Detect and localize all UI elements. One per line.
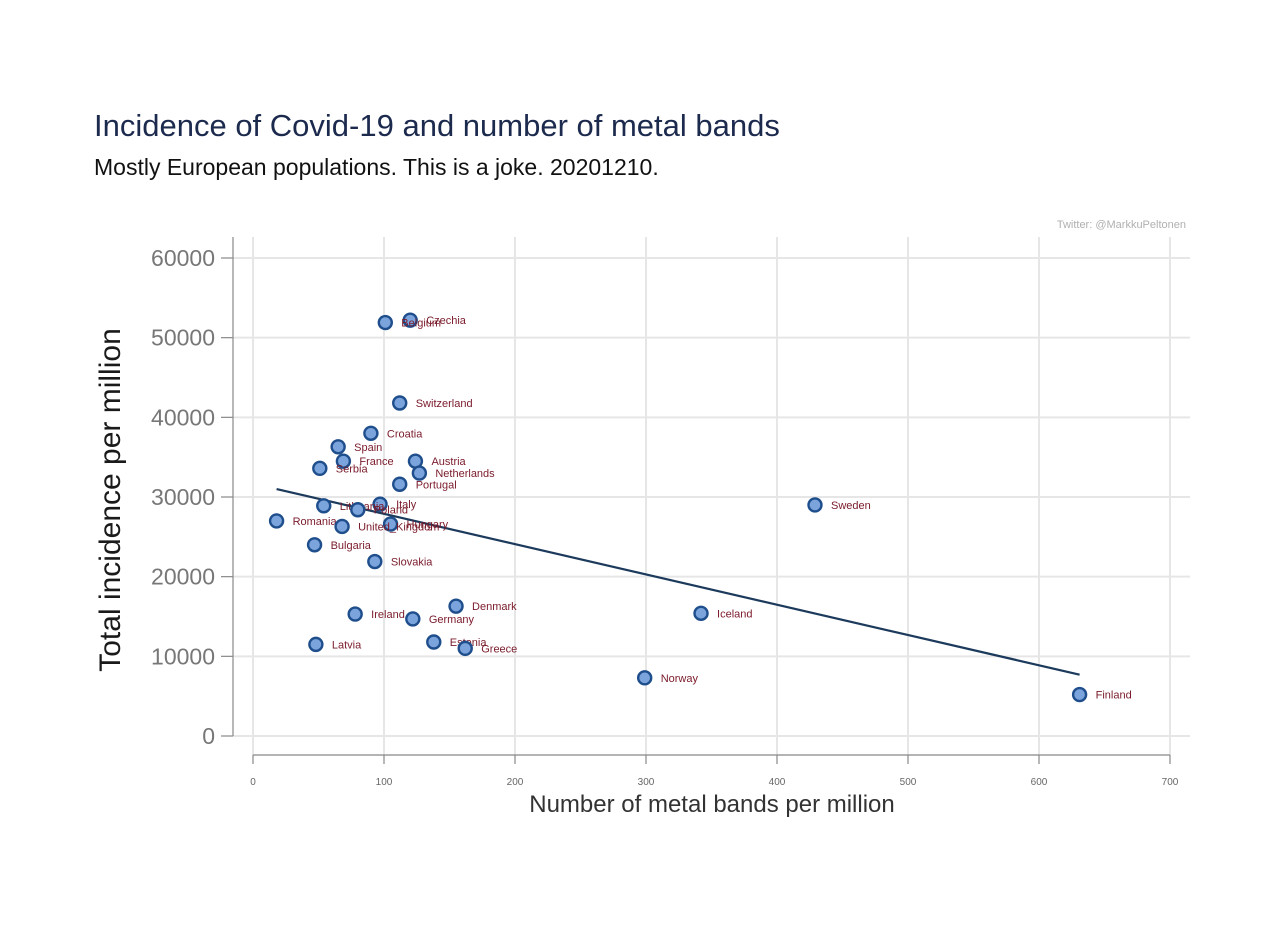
data-point xyxy=(312,460,328,477)
data-point xyxy=(392,395,408,411)
data-point xyxy=(363,425,379,441)
data-point xyxy=(1071,686,1088,703)
data-point xyxy=(367,553,383,570)
x-tick-label: 400 xyxy=(769,777,786,788)
data-point xyxy=(382,516,399,532)
x-tick-label: 600 xyxy=(1031,777,1048,788)
y-tick-label: 10000 xyxy=(151,643,215,669)
chart-subtitle: Mostly European populations. This is a j… xyxy=(94,154,659,180)
x-tick-label: 100 xyxy=(376,777,393,788)
point-label: Ireland xyxy=(371,609,405,621)
x-axis-title: Number of metal bands per million xyxy=(529,791,895,818)
data-point xyxy=(335,453,352,469)
credit-text: Twitter: @MarkkuPeltonen xyxy=(1056,219,1186,231)
point-label: Croatia xyxy=(387,428,423,440)
point-label: Denmark xyxy=(472,601,517,613)
point-label: Poland xyxy=(374,505,408,517)
point-label: Spain xyxy=(354,442,382,454)
point-label: Austria xyxy=(431,456,466,468)
x-tick-label: 500 xyxy=(900,777,917,788)
y-tick-label: 40000 xyxy=(151,404,215,430)
point-label: Romania xyxy=(293,516,338,528)
x-tick-label: 700 xyxy=(1162,777,1179,788)
point-label: France xyxy=(359,456,393,468)
point-label: Slovakia xyxy=(391,557,433,569)
point-label: Finland xyxy=(1096,690,1132,702)
point-label: Hungary xyxy=(407,519,449,531)
data-point xyxy=(636,670,653,686)
data-point xyxy=(308,636,324,653)
data-point xyxy=(347,606,363,622)
fit-line xyxy=(276,487,1080,676)
data-point xyxy=(693,605,709,622)
grid-layer xyxy=(233,237,1190,755)
point-label: Netherlands xyxy=(435,468,495,480)
y-axis-title: Total incidence per million xyxy=(94,328,127,672)
data-point xyxy=(411,465,428,481)
data-point xyxy=(372,496,388,512)
point-label: Greece xyxy=(481,643,517,655)
y-tick-label: 60000 xyxy=(151,245,215,271)
chart-title: Incidence of Covid-19 and number of meta… xyxy=(94,108,780,143)
y-tick-label: 30000 xyxy=(151,484,215,510)
y-tick-label: 50000 xyxy=(151,325,215,351)
axis-layer: 0 10000 20000 30000 40000 50000 60000 0 100 200 30… xyxy=(151,237,1179,788)
point-label: Belgium xyxy=(401,318,441,330)
point-label: Iceland xyxy=(717,608,752,620)
point-label: Sweden xyxy=(831,500,871,512)
point-label: Germany xyxy=(429,614,475,626)
data-point xyxy=(350,502,366,518)
data-point xyxy=(334,518,350,535)
fit-line-layer xyxy=(276,487,1080,676)
data-point xyxy=(807,497,823,513)
point-label: Norway xyxy=(661,673,699,685)
data-point xyxy=(316,498,332,514)
data-point xyxy=(330,439,346,455)
data-point xyxy=(457,640,473,657)
point-label: Portugal xyxy=(416,479,457,491)
point-label: Switzerland xyxy=(416,398,473,410)
data-point xyxy=(448,598,464,614)
data-point xyxy=(268,513,285,529)
data-point xyxy=(402,312,418,328)
x-tick-label: 0 xyxy=(250,777,256,788)
data-point xyxy=(405,611,421,627)
point-label: Serbia xyxy=(336,463,369,475)
point-label: Italy xyxy=(396,499,417,511)
y-tick-label: 0 xyxy=(202,723,215,749)
point-label: Latvia xyxy=(332,639,362,651)
point-label: Bulgaria xyxy=(331,540,372,552)
point-label: Czechia xyxy=(426,315,467,327)
data-point xyxy=(306,537,323,553)
data-point xyxy=(377,314,394,331)
y-tick-label: 20000 xyxy=(151,564,215,590)
data-point xyxy=(392,476,408,492)
x-tick-label: 300 xyxy=(638,777,655,788)
point-label: United_Kingdom xyxy=(358,521,439,533)
data-point xyxy=(426,634,442,650)
x-tick-label: 200 xyxy=(507,777,524,788)
